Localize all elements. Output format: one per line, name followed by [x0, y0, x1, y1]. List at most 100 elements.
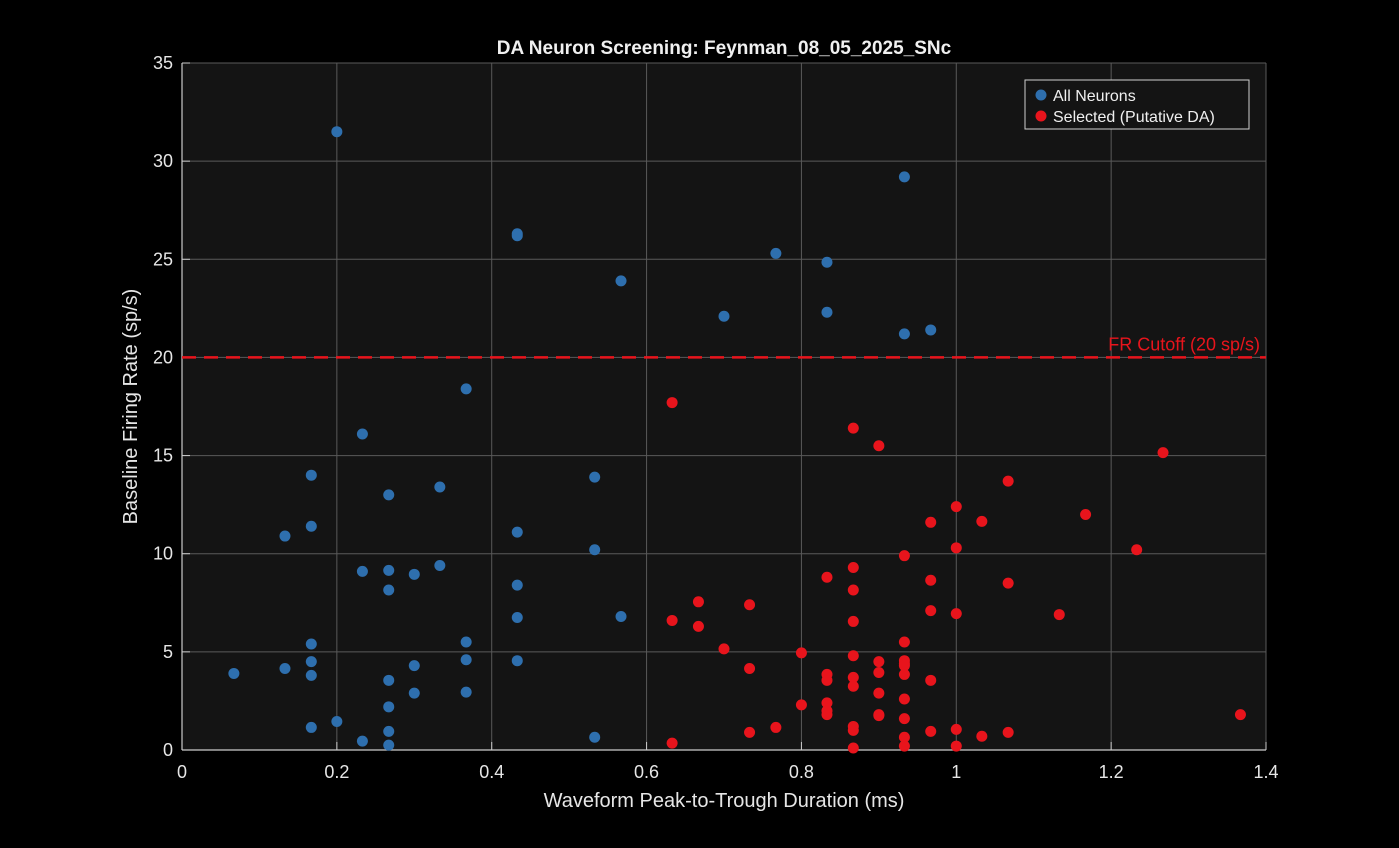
x-tick-label: 0 — [177, 762, 187, 782]
x-tick-label: 1 — [951, 762, 961, 782]
data-point — [873, 440, 885, 452]
data-point — [873, 656, 885, 668]
data-point — [383, 489, 395, 501]
data-point — [511, 655, 523, 667]
y-tick-label: 10 — [153, 544, 173, 564]
legend-entry: All Neurons — [1053, 88, 1136, 105]
data-point — [847, 680, 859, 692]
data-point — [666, 737, 678, 749]
x-tick-label: 1.2 — [1099, 762, 1124, 782]
data-point — [383, 584, 395, 596]
y-tick-label: 0 — [163, 740, 173, 760]
data-point — [898, 171, 910, 183]
data-point — [1131, 544, 1143, 556]
fr-cutoff-label: FR Cutoff (20 sp/s) — [1108, 334, 1260, 354]
data-point — [925, 574, 937, 586]
data-point — [511, 230, 523, 242]
legend-entry: Selected (Putative DA) — [1053, 109, 1215, 126]
x-axis-label: Waveform Peak-to-Trough Duration (ms) — [544, 790, 905, 812]
data-point — [1002, 475, 1014, 487]
legend-marker — [1035, 110, 1047, 122]
data-point — [589, 471, 601, 483]
data-point — [589, 731, 601, 743]
data-point — [795, 699, 807, 711]
data-point — [950, 501, 962, 513]
legend: All Neurons Selected (Putative DA) — [1024, 79, 1250, 130]
data-point — [228, 667, 240, 679]
data-point — [666, 614, 678, 626]
data-point — [383, 564, 395, 576]
y-tick-label: 15 — [153, 446, 173, 466]
data-point — [873, 666, 885, 678]
data-point — [305, 669, 317, 681]
legend-marker — [1035, 89, 1047, 101]
data-point — [898, 636, 910, 648]
data-point — [847, 724, 859, 736]
data-point — [821, 571, 833, 583]
data-point — [873, 710, 885, 722]
data-point — [305, 469, 317, 481]
data-point — [925, 605, 937, 617]
data-point — [383, 725, 395, 737]
data-point — [976, 515, 988, 527]
data-point — [718, 310, 730, 322]
plot-area — [182, 63, 1266, 750]
data-point — [279, 663, 291, 675]
cutoff-line-group: FR Cutoff (20 sp/s) — [182, 334, 1266, 359]
data-point — [383, 739, 395, 751]
data-point — [511, 612, 523, 624]
data-point — [898, 731, 910, 743]
y-tick-label: 5 — [163, 642, 173, 662]
y-tick-label: 25 — [153, 249, 173, 269]
data-point — [615, 275, 627, 287]
data-point — [511, 526, 523, 538]
data-point — [847, 584, 859, 596]
data-point — [821, 697, 833, 709]
data-point — [692, 620, 704, 632]
data-point — [847, 615, 859, 627]
data-point — [744, 663, 756, 675]
data-point — [925, 725, 937, 737]
y-tick-label: 35 — [153, 53, 173, 73]
data-point — [1234, 709, 1246, 721]
data-point — [1080, 508, 1092, 520]
series-all-neurons — [228, 126, 937, 751]
data-point — [898, 740, 910, 752]
data-point — [821, 256, 833, 268]
data-point — [666, 397, 678, 409]
data-point — [460, 654, 472, 666]
data-point — [692, 596, 704, 608]
data-point — [744, 599, 756, 611]
data-point — [898, 550, 910, 562]
legend-box — [1024, 79, 1250, 130]
data-point — [847, 742, 859, 754]
data-point — [925, 674, 937, 686]
data-point — [460, 636, 472, 648]
x-tick-label: 0.2 — [324, 762, 349, 782]
data-point — [950, 608, 962, 620]
data-point — [898, 328, 910, 340]
data-point — [744, 726, 756, 738]
data-point — [925, 516, 937, 528]
data-point — [460, 383, 472, 395]
data-point — [511, 579, 523, 591]
data-point — [1002, 577, 1014, 589]
data-point — [770, 247, 782, 259]
data-point — [873, 687, 885, 699]
data-point — [331, 716, 343, 728]
y-axis-label: Baseline Firing Rate (sp/s) — [120, 289, 142, 525]
data-point — [821, 709, 833, 721]
data-point — [434, 481, 446, 493]
data-point — [925, 324, 937, 336]
data-point — [305, 721, 317, 733]
data-point — [847, 561, 859, 573]
data-point — [356, 565, 368, 577]
data-point — [898, 713, 910, 725]
data-point — [356, 428, 368, 440]
data-point — [305, 638, 317, 650]
data-point — [950, 723, 962, 735]
data-point — [950, 740, 962, 752]
data-point — [615, 611, 627, 623]
